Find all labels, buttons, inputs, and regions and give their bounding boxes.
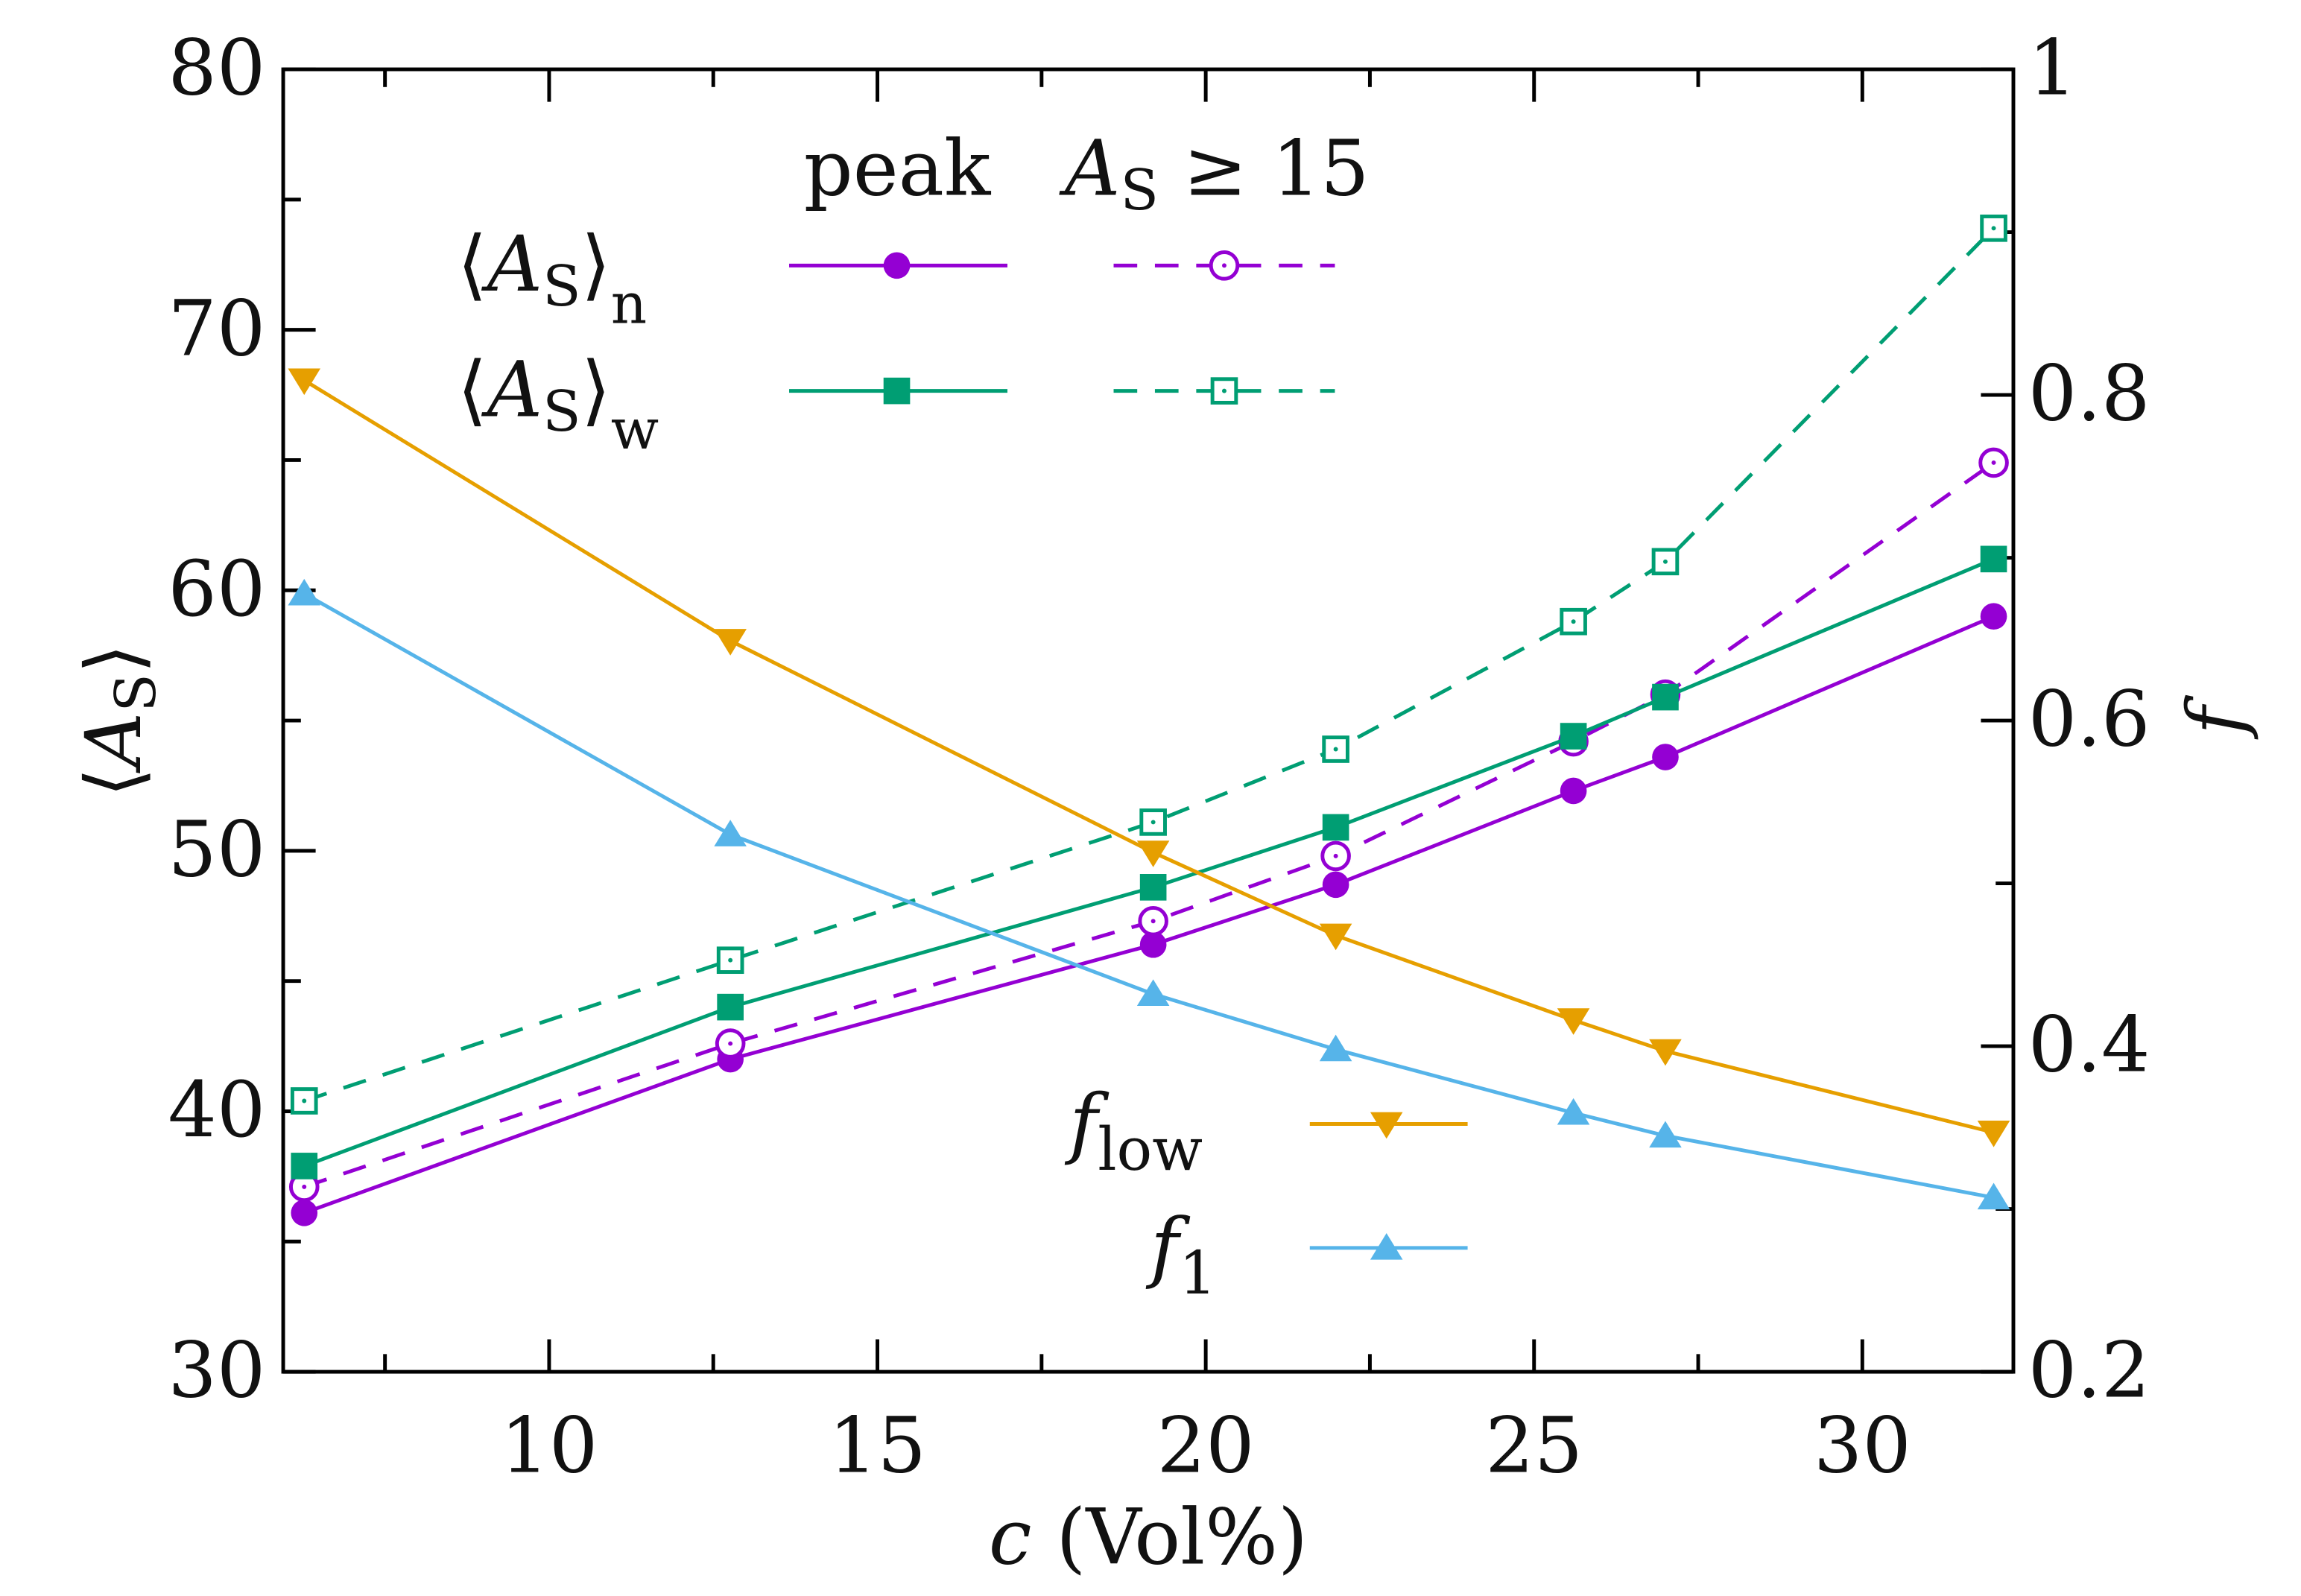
text-part: peak [804, 124, 992, 213]
text-part: ≥ 15 [1159, 124, 1370, 213]
text-part: ⟨ [458, 220, 487, 309]
y-left-tick-label: 80 [168, 24, 265, 113]
y-left-tick-label: 50 [168, 805, 265, 895]
data-point-0 [1139, 931, 1167, 958]
data-point-3-dot [728, 957, 733, 963]
y-right-tick-label: 0.6 [2028, 675, 2150, 764]
text-part: ⟨ [458, 345, 487, 434]
x-tick-label: 10 [500, 1402, 598, 1491]
data-point-0 [1322, 871, 1349, 899]
legend-marker [883, 377, 911, 405]
data-point-1-dot [1333, 853, 1338, 858]
y-left-tick-label: 70 [168, 284, 265, 373]
y-right-tick-label: 0.4 [2028, 1001, 2150, 1090]
data-point-2 [1139, 874, 1167, 901]
text-part: S [542, 253, 581, 319]
text-part: S [103, 674, 168, 712]
data-point-3-dot [302, 1098, 307, 1103]
data-point-4 [1977, 1121, 2010, 1147]
data-point-5 [1557, 1098, 1590, 1125]
y-right-tick-label: 0.2 [2028, 1326, 2150, 1416]
data-point-5 [1977, 1182, 2010, 1210]
data-point-4 [1136, 840, 1170, 867]
legend-marker-dot [1222, 388, 1227, 393]
x-axis-label: c (Vol%) [989, 1492, 1308, 1582]
text-part: S [542, 379, 581, 444]
data-point-3-dot [1571, 619, 1576, 624]
y-right-tick-label: 1 [2028, 24, 2077, 113]
data-point-3-dot [1991, 226, 1996, 231]
data-point-2 [1560, 723, 1587, 750]
legend-label-0: ⟨AS⟩n [458, 220, 648, 337]
data-point-3 [1322, 735, 1349, 763]
legend-header-threshold: AS ≥ 15 [1059, 124, 1369, 223]
data-point-1-dot [1150, 919, 1156, 924]
y-left-tick-label: 40 [168, 1065, 265, 1155]
series-line-2 [303, 557, 1995, 1168]
x-tick-label: 20 [1157, 1402, 1255, 1491]
data-point-4 [1649, 1039, 1682, 1066]
data-point-2 [1652, 683, 1679, 711]
data-point-3-dot [1662, 559, 1668, 564]
text-part: ⟨ [69, 767, 159, 797]
legend-label-low: flow [1064, 1078, 1203, 1184]
data-point-1-dot [302, 1184, 307, 1189]
series-line-4 [303, 379, 1995, 1135]
legend-marker [1370, 1112, 1403, 1139]
text-part: n [611, 271, 647, 337]
data-point-5 [288, 578, 321, 606]
y-left-tick-label: 60 [168, 545, 265, 634]
x-tick-label: 15 [829, 1402, 926, 1491]
data-point-0 [1980, 603, 2007, 630]
legend-marker [883, 252, 911, 279]
data-point-3-dot [1333, 747, 1338, 752]
text-part: ⟩ [69, 644, 159, 674]
text-part: A [1059, 124, 1120, 213]
legend-header-peak: peak [804, 124, 992, 213]
data-point-5 [1649, 1121, 1682, 1148]
data-point-4 [1319, 923, 1352, 951]
text-part: A [69, 712, 159, 773]
data-point-1-dot [728, 1041, 733, 1046]
data-point-3 [1651, 548, 1680, 576]
data-point-1-dot [1991, 460, 1996, 465]
y-left-tick-label: 30 [168, 1326, 265, 1416]
data-point-2 [1322, 814, 1349, 841]
legend-label-1: ⟨AS⟩w [458, 345, 659, 462]
text-part: (Vol%) [1032, 1492, 1308, 1582]
text-part: f [2171, 694, 2261, 740]
data-point-4 [1557, 1008, 1590, 1035]
data-point-2 [291, 1153, 318, 1179]
data-point-0 [1652, 744, 1679, 770]
text-part: ⟩ [581, 345, 611, 434]
text-part: A [481, 345, 542, 434]
x-tick-label: 25 [1485, 1402, 1583, 1491]
text-part: A [481, 220, 542, 309]
text-part: low [1098, 1115, 1203, 1184]
y-right-axis-label: f [2171, 694, 2261, 740]
data-point-4 [714, 629, 747, 656]
text-part: 1 [1179, 1239, 1216, 1308]
legend-marker-dot [1222, 263, 1227, 268]
data-point-0 [291, 1200, 318, 1226]
y-right-tick-label: 0.8 [2028, 349, 2150, 439]
text-part: c [989, 1492, 1032, 1582]
data-point-5 [714, 820, 747, 846]
legend-label-1: f1 [1145, 1202, 1216, 1308]
text-part: S [1121, 157, 1159, 223]
data-point-5 [1319, 1034, 1352, 1062]
data-point-3-dot [1150, 820, 1156, 825]
legend-marker [1370, 1233, 1403, 1260]
data-point-5 [1136, 979, 1170, 1006]
data-point-2 [1980, 545, 2007, 573]
text-part: ⟩ [581, 220, 611, 309]
data-point-2 [717, 993, 744, 1021]
data-point-0 [1560, 777, 1587, 805]
data-point-4 [288, 368, 321, 396]
y-left-axis-label: ⟨AS⟩ [69, 644, 168, 797]
x-tick-label: 30 [1814, 1402, 1911, 1491]
text-part: w [611, 396, 659, 462]
